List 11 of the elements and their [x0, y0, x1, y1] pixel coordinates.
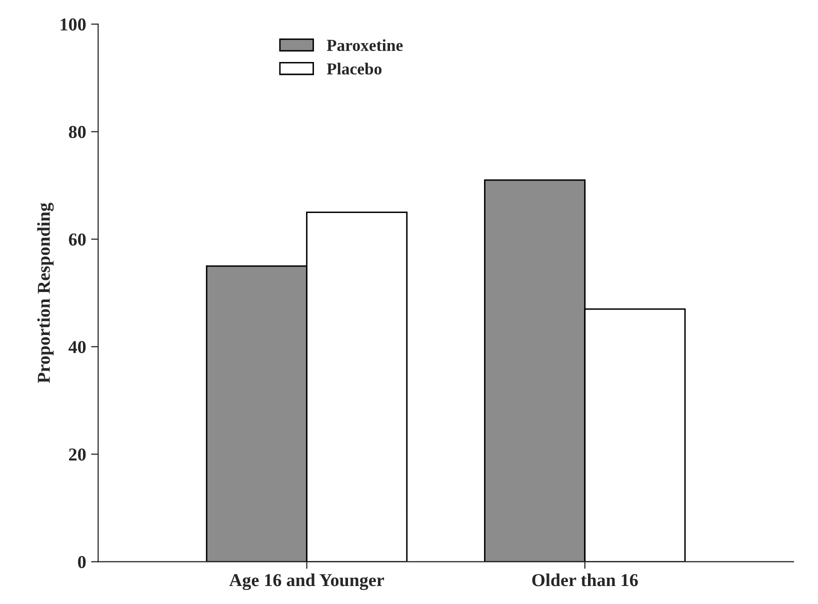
x-tick-label: Older than 16: [532, 574, 638, 586]
y-tick-label: 100: [60, 18, 86, 31]
y-tick-label: 80: [68, 126, 86, 138]
legend-label: Placebo: [326, 62, 382, 75]
y-tick-label: 40: [68, 340, 86, 354]
y-tick-label: 20: [69, 448, 86, 461]
y-axis-title: Proportion Responding: [37, 202, 54, 384]
y-tick-label: 60: [68, 233, 86, 246]
legend-label: Paroxetine: [326, 39, 403, 51]
x-tick-label: Age 16 and Younger: [229, 574, 384, 590]
y-tick-label: 0: [78, 556, 86, 568]
